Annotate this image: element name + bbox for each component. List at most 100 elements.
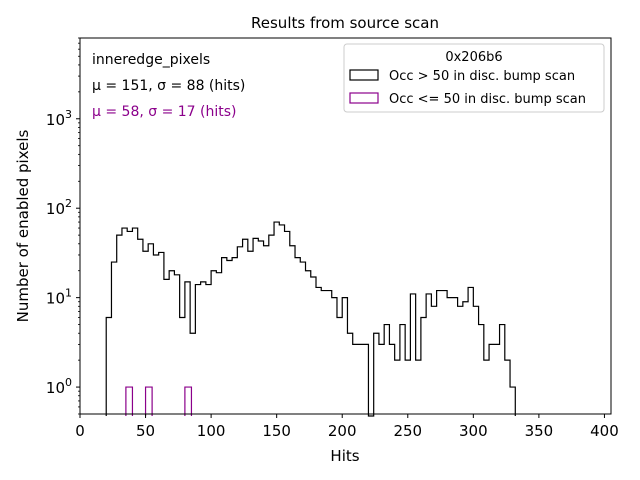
main-histogram-bin	[311, 277, 316, 414]
main-histogram-bin	[421, 317, 426, 414]
main-histogram-bin	[484, 360, 489, 414]
main-histogram-bin	[447, 298, 452, 414]
main-histogram-bin	[153, 255, 158, 414]
main-histogram-bin	[253, 238, 258, 414]
main-histogram-bin	[111, 262, 116, 414]
main-histogram-bin	[463, 302, 468, 414]
x-tick-label: 350	[525, 422, 554, 440]
x-tick-label: 250	[393, 422, 422, 440]
main-histogram-bin	[216, 273, 221, 414]
main-histogram-bin	[264, 246, 269, 414]
annotation-stats-high: μ = 151, σ = 88 (hits)	[92, 78, 245, 94]
main-histogram-bin	[164, 279, 169, 414]
x-axis-label: Hits	[330, 447, 359, 465]
x-axis: 0 50 100 150 200 250 300 350 400	[75, 414, 619, 440]
main-histogram-bin	[295, 258, 300, 414]
main-histogram-bin	[500, 325, 505, 414]
main-histogram-bin	[337, 317, 342, 414]
main-histogram-bin	[405, 360, 410, 414]
y-axis: 100 101 102 103	[46, 37, 80, 415]
main-histogram-bin	[117, 235, 122, 414]
low-histogram-bin	[125, 386, 134, 416]
main-histogram-bin	[306, 271, 311, 414]
main-histogram-bin	[279, 225, 284, 414]
main-histogram-bin	[274, 222, 279, 414]
x-tick-label: 0	[75, 422, 85, 440]
x-tick-label: 100	[197, 422, 226, 440]
main-histogram-bin	[410, 294, 415, 414]
main-histogram-bin	[159, 252, 164, 414]
y-tick-label: 101	[46, 287, 72, 308]
legend-swatch-low	[349, 92, 379, 104]
axes-frame	[79, 37, 612, 415]
y-tick-label: 102	[46, 197, 72, 218]
low-histogram-bin	[144, 386, 153, 416]
main-histogram-bin	[431, 306, 436, 414]
legend: 0x206b6 Occ > 50 in disc. bump scan Occ …	[343, 43, 605, 113]
main-histogram-bin	[206, 285, 211, 414]
main-histogram-bin	[122, 228, 127, 414]
y-tick-label: 100	[46, 376, 72, 397]
main-histogram-bin	[174, 275, 179, 414]
legend-title: 0x206b6	[445, 50, 502, 65]
main-histogram-bin	[395, 360, 400, 414]
main-histogram-bin	[353, 344, 358, 414]
main-histogram-bin	[489, 344, 494, 414]
main-histogram-bin	[347, 333, 352, 414]
annotation-name: inneredge_pixels	[92, 52, 210, 68]
x-tick-label: 300	[459, 422, 488, 440]
main-histogram-bin	[269, 235, 274, 414]
main-histogram-outline	[105, 221, 516, 417]
main-histogram-bin	[510, 387, 515, 414]
main-histogram-bin	[358, 344, 363, 414]
main-histogram-bin	[384, 325, 389, 414]
main-histogram-bin	[201, 282, 206, 414]
main-histogram-bin	[211, 271, 216, 414]
main-histogram-bin	[442, 291, 447, 414]
main-histogram-bin	[285, 231, 290, 414]
main-histogram-bin	[138, 239, 143, 414]
main-histogram-bin	[237, 247, 242, 414]
main-histogram-bin	[379, 344, 384, 414]
main-histogram-bin	[227, 261, 232, 414]
plot-area	[79, 37, 612, 417]
chart-title: Results from source scan	[251, 14, 439, 32]
main-histogram-bin	[332, 298, 337, 414]
main-histogram-bin	[222, 258, 227, 414]
main-histogram-bin	[180, 317, 185, 414]
x-tick-label: 150	[262, 422, 291, 440]
main-histogram-bin	[363, 344, 368, 414]
main-histogram-bin	[458, 306, 463, 414]
main-histogram-bin	[185, 282, 190, 414]
low-occupancy-histogram	[125, 386, 193, 416]
legend-label-high: Occ > 50 in disc. bump scan	[389, 69, 575, 84]
main-histogram-bin	[374, 333, 379, 414]
main-histogram-bin	[342, 298, 347, 414]
main-histogram-bin	[468, 287, 473, 414]
main-histogram-bin	[452, 298, 457, 414]
x-tick-label: 50	[136, 422, 155, 440]
main-histogram	[105, 221, 516, 417]
main-histogram-bin	[132, 228, 137, 414]
main-histogram-bin	[494, 344, 499, 414]
main-histogram-bin	[389, 344, 394, 414]
main-histogram-bin	[243, 239, 248, 414]
stats-annotation: inneredge_pixels μ = 151, σ = 88 (hits) …	[92, 52, 245, 120]
legend-label-low: Occ <= 50 in disc. bump scan	[389, 92, 586, 107]
x-tick-label: 400	[590, 422, 619, 440]
main-histogram-bin	[195, 285, 200, 414]
legend-frame	[343, 43, 605, 113]
main-histogram-bin	[479, 325, 484, 414]
main-histogram-bin	[505, 360, 510, 414]
main-histogram-bin	[473, 306, 478, 414]
y-axis-label: Number of enabled pixels	[14, 129, 32, 322]
annotation-stats-low: μ = 58, σ = 17 (hits)	[92, 104, 237, 120]
legend-swatch-high	[349, 69, 379, 81]
main-histogram-bin	[232, 258, 237, 414]
main-histogram-bin	[290, 246, 295, 414]
main-histogram-bin	[316, 287, 321, 414]
main-histogram-bin	[400, 325, 405, 414]
low-histogram-bin	[184, 386, 193, 416]
main-histogram-bin	[106, 317, 111, 414]
